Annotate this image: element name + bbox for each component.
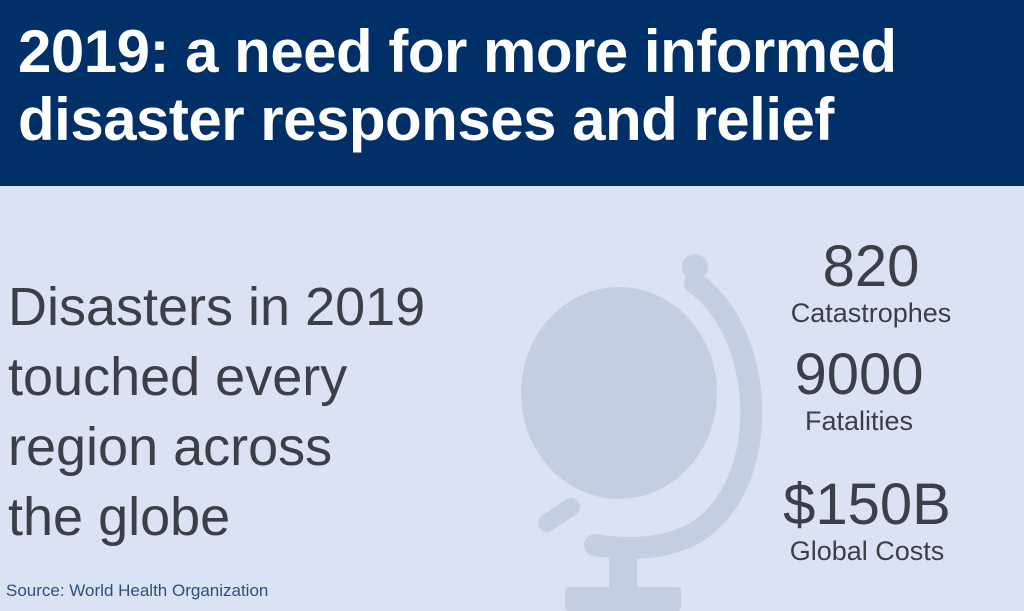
headline-line-3: region across (8, 417, 333, 477)
stat-label: Catastrophes (790, 298, 952, 328)
stat-catastrophes: 820 Catastrophes (760, 234, 982, 329)
headline-line-1: Disasters in 2019 (8, 277, 426, 337)
headline: Disasters in 2019 touched every region a… (8, 272, 425, 552)
page-title: 2019: a need for more informed disaster … (18, 18, 897, 154)
globe-meridian-arc (584, 272, 763, 559)
stat-label: Fatalities (804, 406, 914, 436)
globe-base (565, 587, 681, 611)
globe-pivot-arm (538, 498, 580, 532)
stat-fatalities: 9000 Fatalities (760, 342, 958, 437)
headline-line-2: touched every (8, 347, 348, 407)
stat-global-costs: $150B Global Costs (760, 472, 974, 567)
title-line-2: disaster responses and relief (18, 86, 834, 153)
content-panel (0, 186, 1024, 611)
globe-icon (521, 254, 763, 611)
globe-sphere (521, 287, 717, 499)
title-line-1: 2019: a need for more informed (18, 18, 897, 85)
stat-value: $150B (783, 472, 951, 537)
title-banner: 2019: a need for more informed disaster … (0, 0, 1024, 186)
stat-value: 820 (822, 234, 920, 299)
globe-knob (682, 254, 708, 280)
stat-value: 9000 (794, 342, 924, 407)
stat-label: Global Costs (789, 536, 945, 566)
headline-line-4: the globe (8, 487, 231, 547)
source-note: Source: World Health Organization (6, 581, 269, 600)
